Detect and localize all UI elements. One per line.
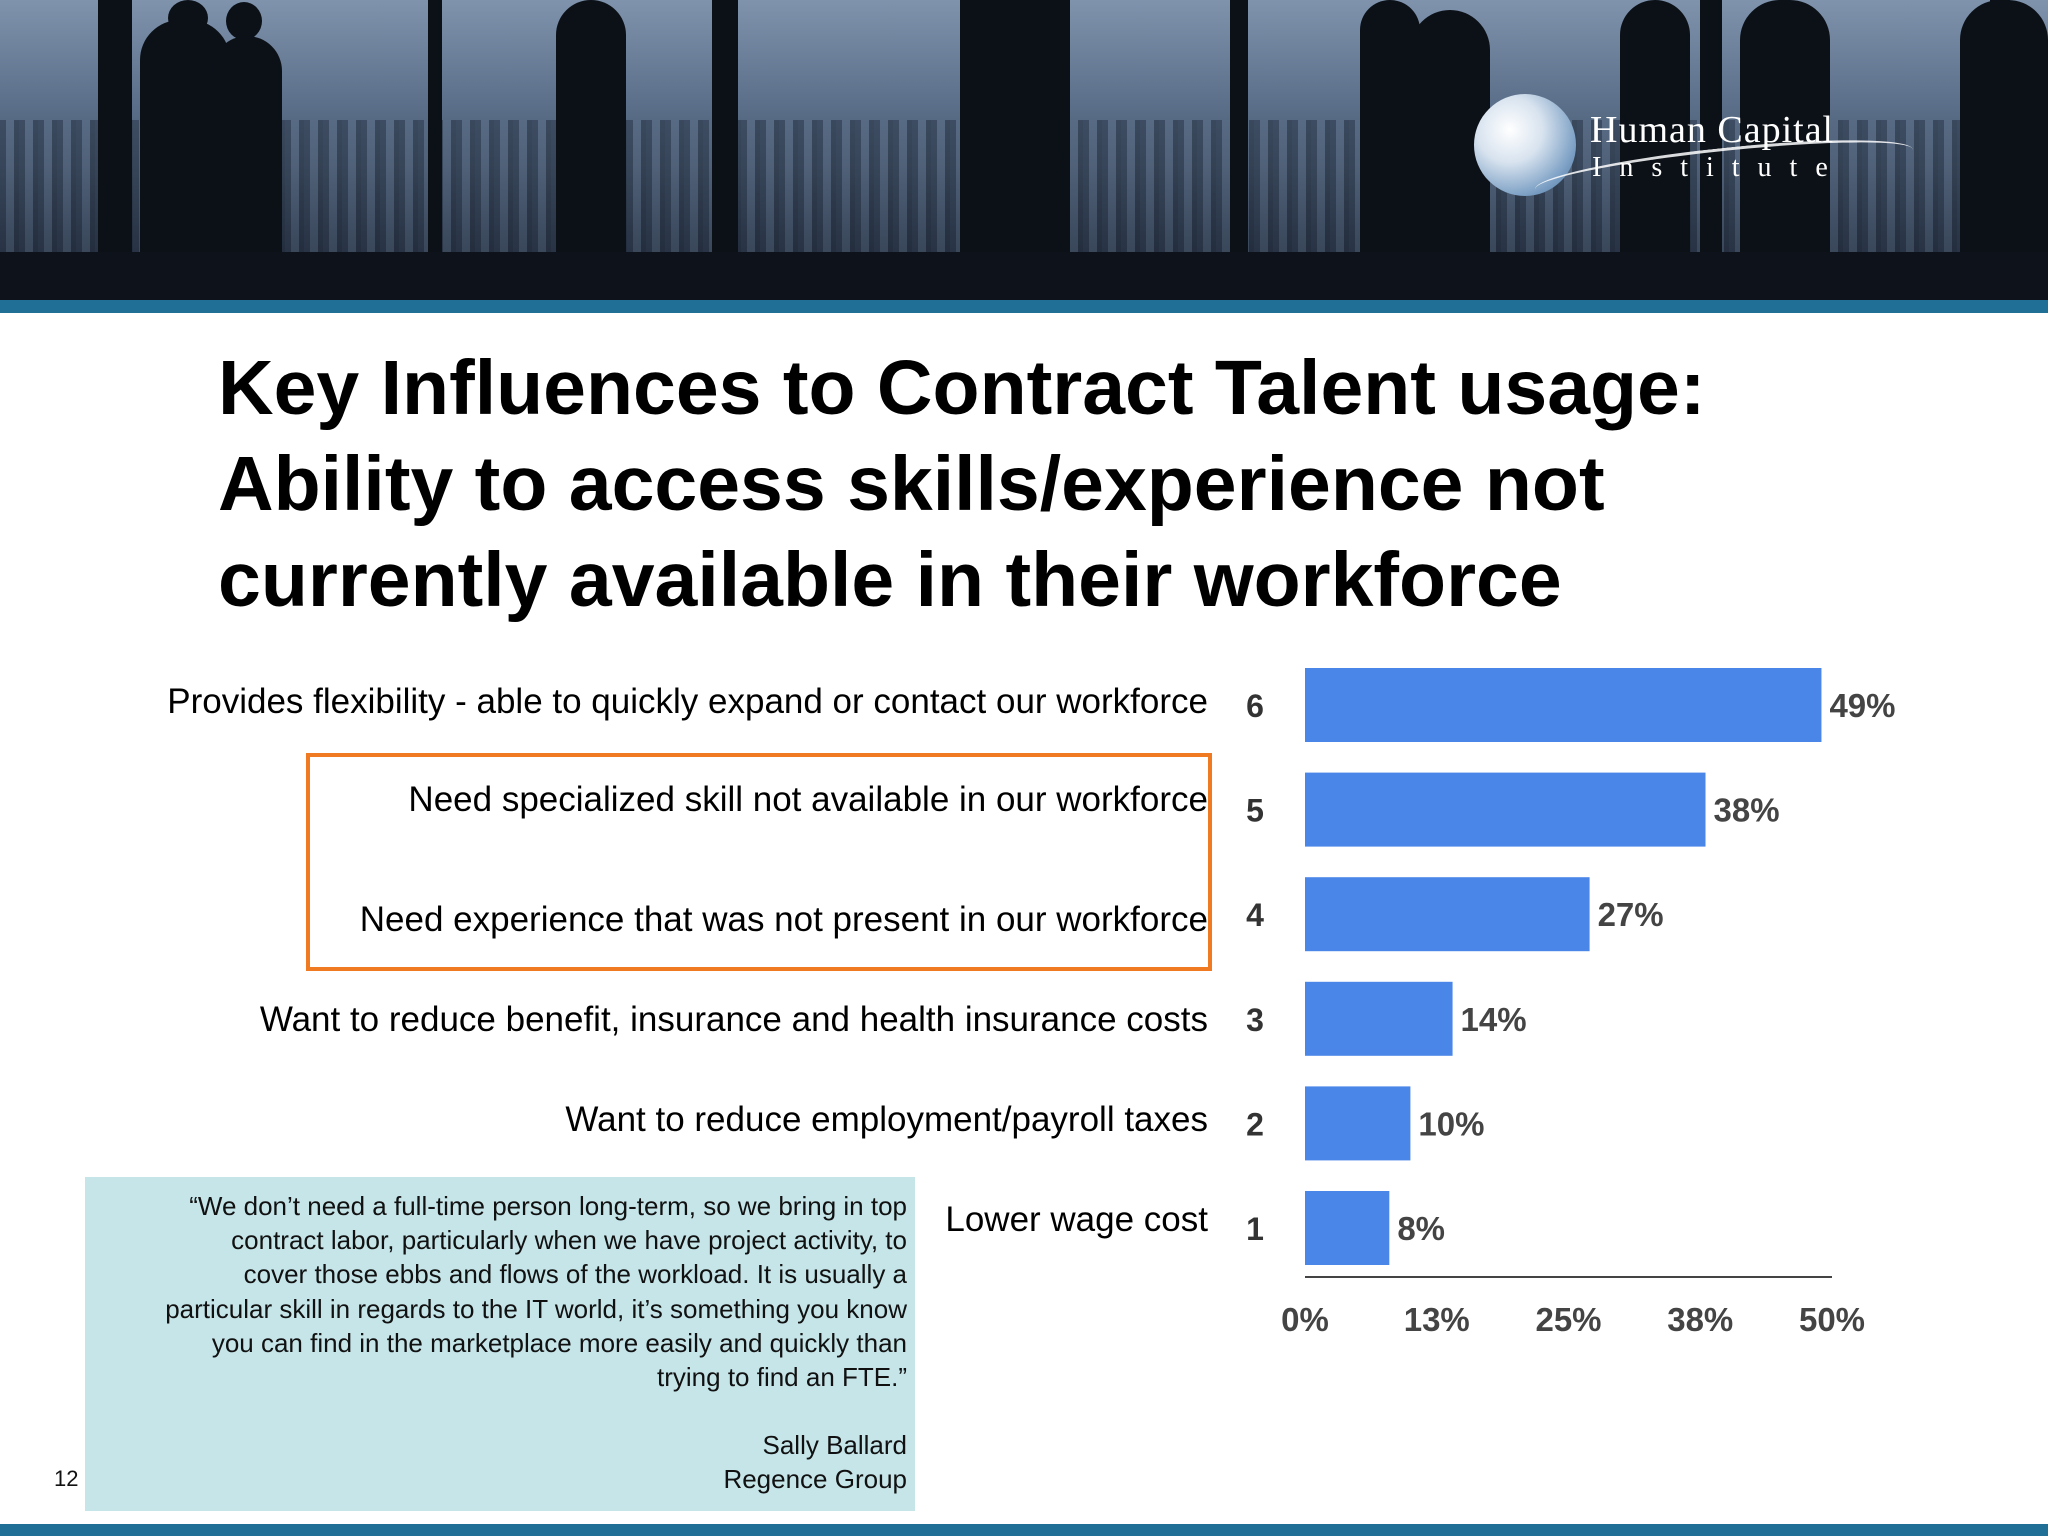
rank-label: 5 xyxy=(1246,793,1264,829)
silhouette-person xyxy=(1740,0,1830,270)
silhouette-person xyxy=(1960,0,2048,270)
logo-orb-icon xyxy=(1474,94,1576,196)
window-mullion xyxy=(1700,0,1722,300)
quote-line: cover those ebbs and flows of the worklo… xyxy=(243,1259,907,1290)
window-mullion xyxy=(1230,0,1248,300)
category-label: Need specialized skill not available in … xyxy=(408,780,1208,819)
x-tick-label: 25% xyxy=(1535,1301,1601,1338)
hci-logo: Human Capital Institute xyxy=(1474,94,1934,211)
rank-label: 6 xyxy=(1246,688,1264,724)
silhouette-person xyxy=(1620,0,1690,270)
bar-value-label: 8% xyxy=(1397,1210,1445,1247)
window-mullion xyxy=(712,0,738,300)
quote-line: particular skill in regards to the IT wo… xyxy=(165,1293,907,1324)
silhouette-person xyxy=(556,0,626,270)
silhouette-head xyxy=(226,2,262,40)
title-line: Ability to access skills/experience not xyxy=(218,441,1605,527)
banner-accent-stripe xyxy=(0,300,2048,313)
silhouette-person xyxy=(212,36,282,266)
x-tick-label: 13% xyxy=(1404,1301,1470,1338)
x-tick-label: 38% xyxy=(1667,1301,1733,1338)
category-label: Lower wage cost xyxy=(945,1200,1208,1239)
bar xyxy=(1305,1191,1390,1265)
window-mullion xyxy=(428,0,442,300)
x-tick-label: 0% xyxy=(1281,1301,1329,1338)
x-tick-label: 50% xyxy=(1799,1301,1865,1338)
slide-title: Key Influences to Contract Talent usage:… xyxy=(218,340,1898,628)
rank-label: 4 xyxy=(1246,897,1264,933)
rank-label: 2 xyxy=(1246,1106,1264,1142)
category-label: Provides flexibility - able to quickly e… xyxy=(167,682,1208,721)
logo-text-line1: Human Capital xyxy=(1590,109,1835,151)
quote-line: trying to find an FTE.” xyxy=(657,1362,907,1393)
window-mullion xyxy=(960,0,1070,300)
rank-label: 1 xyxy=(1246,1211,1264,1247)
quote-organization: Regence Group xyxy=(723,1464,907,1495)
floor xyxy=(0,252,2048,300)
bar xyxy=(1305,981,1453,1056)
header-photo-banner: Human Capital Institute xyxy=(0,0,2048,300)
bar xyxy=(1305,772,1706,847)
title-line: currently available in their workforce xyxy=(218,537,1562,623)
bar-value-label: 14% xyxy=(1461,1001,1527,1038)
bar-value-label: 38% xyxy=(1714,792,1780,829)
page-number: 12 xyxy=(54,1466,79,1491)
highlight-box xyxy=(306,753,1212,971)
title-line: Key Influences to Contract Talent usage: xyxy=(218,345,1706,431)
quote-line: you can find in the marketplace more eas… xyxy=(211,1327,907,1358)
quote-box: “We don’t need a full-time person long-t… xyxy=(85,1177,915,1511)
rank-label: 3 xyxy=(1246,1002,1264,1038)
bar xyxy=(1305,668,1822,742)
footer-accent-bar xyxy=(0,1524,2048,1536)
logo-text-line2: Institute xyxy=(1592,152,1846,183)
bar-value-label: 10% xyxy=(1418,1105,1484,1142)
quote-author: Sally Ballard xyxy=(762,1430,907,1461)
category-label: Want to reduce employment/payroll taxes xyxy=(565,1100,1208,1139)
category-label: Want to reduce benefit, insurance and he… xyxy=(259,1000,1208,1039)
bar-value-label: 49% xyxy=(1829,687,1895,724)
quote-line: contract labor, particularly when we hav… xyxy=(231,1225,907,1256)
bar xyxy=(1305,877,1590,952)
window-mullion xyxy=(98,0,132,300)
bar-value-label: 27% xyxy=(1598,896,1664,933)
quote-line: “We don’t need a full-time person long-t… xyxy=(189,1191,907,1221)
bar xyxy=(1305,1086,1411,1161)
category-label: Need experience that was not present in … xyxy=(359,900,1208,939)
